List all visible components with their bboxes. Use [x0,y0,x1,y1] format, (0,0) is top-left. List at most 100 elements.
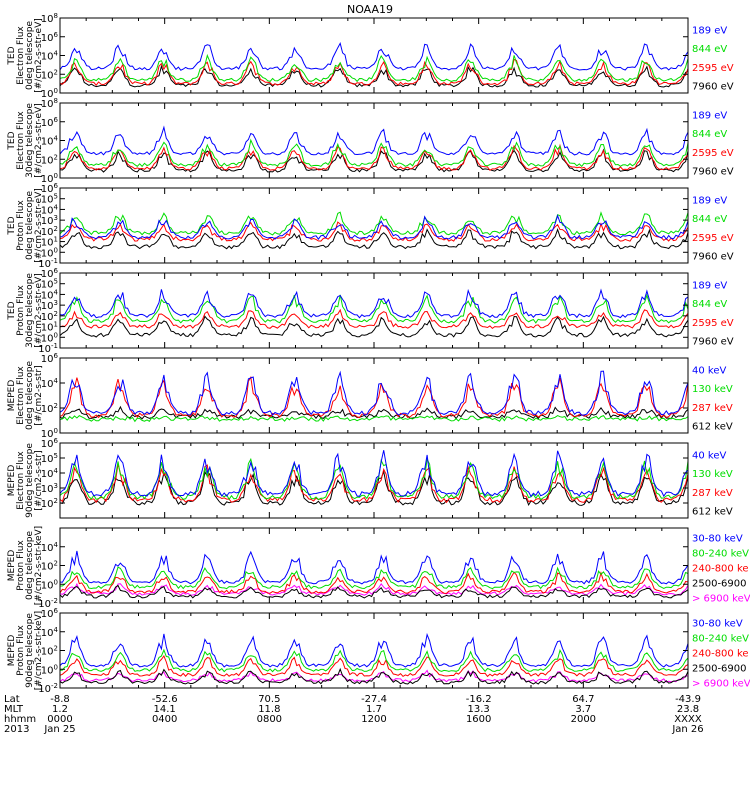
series-line-5 [59,550,689,585]
legend-entry: 189 eV [692,110,727,121]
panel-frame [59,357,689,434]
y-tick-label: 100 [41,578,58,591]
y-tick-label: 104 [41,541,59,554]
legend-entry: 130 keV [692,384,733,395]
legend-entry: 287 keV [692,488,733,499]
legend-entry: 189 eV [692,25,727,36]
time-axis-mlt-value: 3.7 [575,704,591,715]
time-axis-row-label: hhmm [4,714,36,725]
series-line-3 [59,414,689,423]
panel-frame [59,442,689,519]
time-axis-lat-value: -52.6 [152,694,178,705]
y-axis-label: TEDElectron Flux0deg telescope[#/cm2-s-s… [7,18,44,93]
time-axis-hhmm-value: 0000 [47,714,72,725]
y-tick-label: 108 [41,12,58,25]
y-tick-label: 10-1 [38,257,58,270]
legend-entry: 189 eV [692,280,727,291]
series-line-2 [59,375,689,419]
series-line-4 [59,42,689,71]
time-axis-row-label: MLT [4,704,24,715]
y-tick-label: 106 [41,267,59,280]
time-axis-date-value: Jan 26 [671,724,703,735]
panel-frame [59,187,689,264]
legend-entry: 2595 eV [692,233,734,244]
y-tick-label: 106 [41,352,59,365]
time-axis-hhmm-value: 1200 [361,714,386,725]
time-axis-hhmm-value: 1600 [466,714,491,725]
y-tick-label: 101 [41,321,58,334]
legend-entry: 2595 eV [692,148,734,159]
series-line-3 [59,138,689,168]
y-tick-label: 100 [41,87,58,100]
y-axis-label: MEPEDProton Flux0deg telescope[#/cm2-s-s… [7,526,44,605]
series-line-1 [59,64,689,88]
y-tick-label: 104 [41,135,59,148]
y-tick-label: 100 [41,172,58,185]
series-line-2 [59,221,689,242]
series-line-3 [59,211,689,236]
series-line-2 [59,143,689,171]
time-axis-hhmm-value: 0400 [152,714,177,725]
y-tick-label: 104 [41,377,59,390]
y-tick-label: 102 [41,645,58,658]
y-tick-label: 105 [41,193,58,206]
y-tick-label: 106 [41,437,59,450]
series-line-2 [59,584,689,599]
series-line-3 [59,293,689,324]
y-tick-label: 102 [41,497,58,510]
y-tick-label: 102 [41,560,58,573]
y-tick-label: 108 [41,97,58,110]
legend-entry: 2500-6900 [692,579,747,590]
series-line-4 [59,648,689,673]
legend-entry: 2500-6900 [692,664,747,675]
y-tick-label: 100 [41,427,58,440]
time-axis-hhmm-value: XXXX [674,714,702,725]
legend-entry: 844 eV [692,299,727,310]
legend-entry: 80-240 keV [692,634,749,645]
panel-frame [59,612,689,689]
legend-entry: 30-80 keV [692,619,743,630]
y-tick-label: 102 [41,153,58,166]
time-axis-mlt-value: 1.7 [366,704,382,715]
y-axis-label: TEDProton Flux0deg telescope[#/cm2-s-str… [7,188,44,263]
time-axis-lat-value: 70.5 [258,694,280,705]
legend-entry: 240-800 ke [692,649,749,660]
time-axis-date-value: Jan 25 [43,724,75,735]
y-tick-label: 104 [41,203,59,216]
y-tick-label: 103 [41,299,58,312]
time-axis-lat-value: -16.2 [466,694,492,705]
series-line-3 [59,457,689,501]
legend-entry: 7960 eV [692,82,734,93]
legend-entry: 30-80 keV [692,534,743,545]
y-tick-label: 103 [41,214,58,227]
y-tick-label: 10-1 [38,342,58,355]
legend-entry: 2595 eV [692,318,734,329]
y-tick-label: 102 [41,225,58,238]
series-line-4 [59,214,689,240]
y-tick-label: 106 [41,607,59,620]
y-tick-label: 100 [41,663,58,676]
y-tick-label: 105 [41,278,58,291]
legend-entry: 844 eV [692,44,727,55]
legend-entry: 40 keV [692,450,726,461]
time-axis-mlt-value: 23.8 [677,704,699,715]
series-line-4 [59,125,689,156]
series-line-1 [59,148,689,173]
y-tick-label: 100 [41,246,58,259]
series-line-3 [59,53,689,83]
legend-entry: 7960 eV [692,167,734,178]
time-axis-mlt-value: 1.2 [52,704,68,715]
time-axis-lat-value: -8.8 [50,694,70,705]
y-tick-label: 103 [41,482,58,495]
legend-entry: 2595 eV [692,63,734,74]
y-tick-label: 104 [41,50,59,63]
series-line-1 [59,227,689,250]
